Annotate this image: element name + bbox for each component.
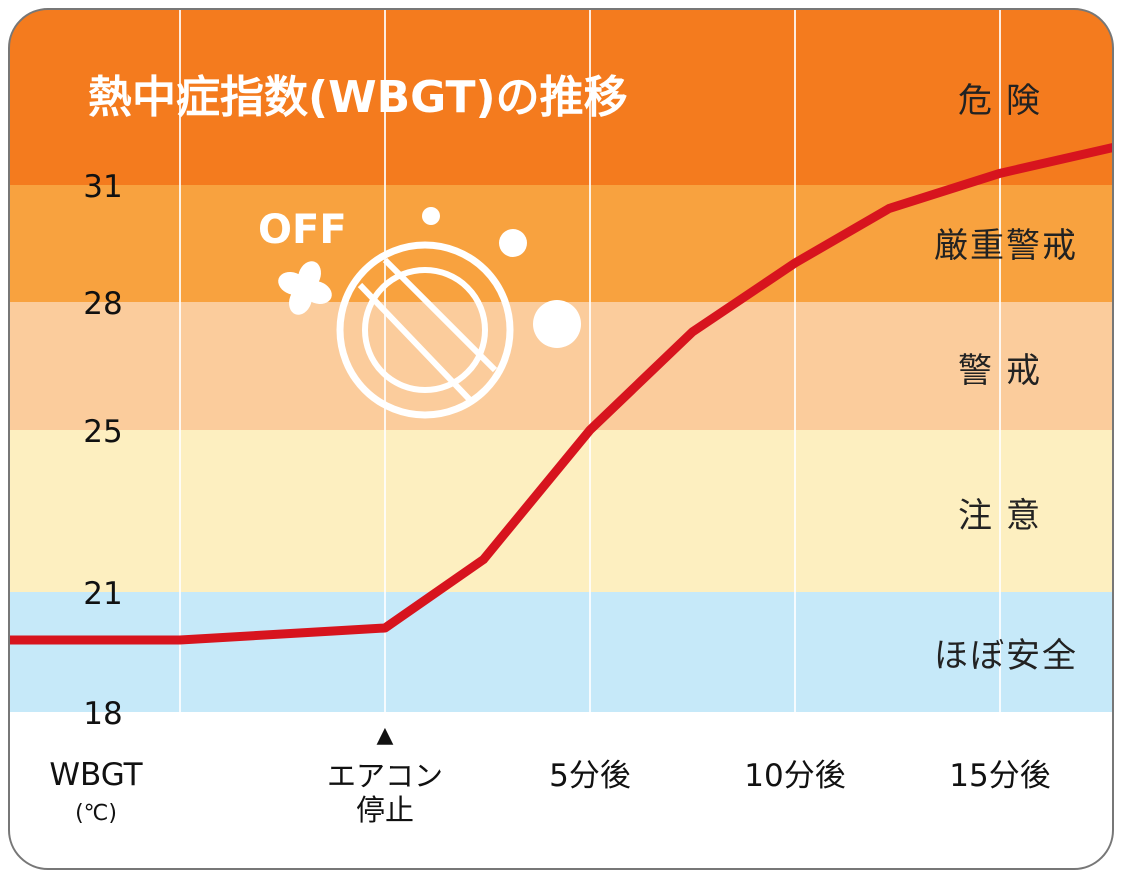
y-axis-label: WBGT [49, 757, 143, 793]
y-tick-label: 25 [83, 414, 122, 450]
prohibit-outer-ring [336, 241, 514, 419]
fan-icon [278, 261, 332, 315]
off-label: OFF [258, 207, 347, 253]
band-label: 警戒 [958, 351, 1054, 391]
x-tick-label: 5分後 [549, 758, 631, 794]
x-tick-label: 10分後 [744, 758, 845, 794]
band-label: 危険 [958, 81, 1054, 121]
bubble-icon [533, 300, 581, 348]
x-tick-label: 停止 [356, 793, 414, 827]
band-label: ほぼ安全 [934, 636, 1078, 676]
y-tick-label: 31 [83, 169, 122, 205]
x-tick-label: エアコン [327, 759, 443, 793]
band-label: 厳重警戒 [934, 226, 1078, 266]
chart-title: 熱中症指数(WBGT)の推移 [88, 72, 628, 123]
band-label: 注意 [958, 496, 1054, 536]
band-0 [9, 10, 1113, 185]
y-tick-label: 18 [83, 696, 122, 732]
prohibit-slash-2 [382, 257, 498, 373]
prohibit-slash-1 [357, 282, 473, 403]
triangle-marker-icon: ▲ [377, 723, 394, 748]
series-line [9, 141, 1113, 645]
prohibit-inner-ring [362, 267, 488, 393]
band-4 [9, 592, 1113, 712]
bubble-icon [499, 229, 527, 257]
y-tick-label: 21 [83, 576, 122, 612]
band-3 [9, 430, 1113, 592]
y-axis-unit: (℃) [75, 801, 117, 826]
band-1 [9, 185, 1113, 302]
fan-hub [299, 282, 311, 294]
bubble-icon [422, 207, 440, 225]
air-conditioner-off-icon: OFF [258, 207, 581, 419]
y-tick-label: 28 [83, 286, 122, 322]
x-tick-label: 15分後 [949, 758, 1050, 794]
